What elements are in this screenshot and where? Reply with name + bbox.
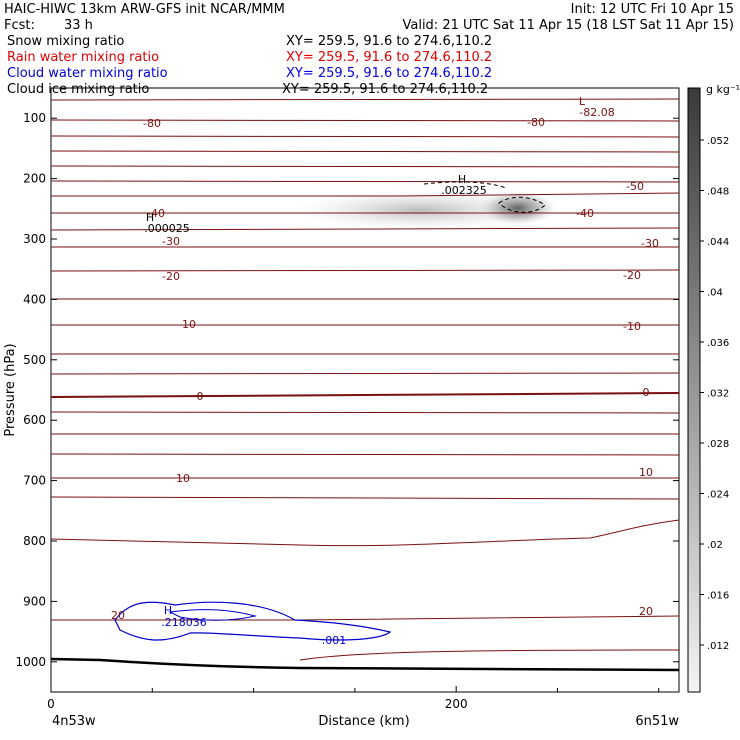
y-tick-label-400: 400	[23, 292, 46, 306]
contour-label-10-right: 10	[639, 466, 653, 479]
field-name-cloud-ice: Cloud ice mixing ratio	[7, 82, 149, 97]
field-name-rain: Rain water mixing ratio	[7, 50, 159, 65]
x-tick-label-0: 0	[47, 697, 55, 711]
contour-label-minus20-left: -20	[162, 270, 180, 283]
temperature-contours	[51, 98, 679, 661]
terrain-surface	[51, 657, 679, 672]
ice-high-marker: H	[458, 173, 466, 186]
y-axis-label: Pressure (hPa)	[3, 343, 18, 436]
colorbar-tick-label: .04	[707, 288, 723, 299]
contour-label-minus10-right: -10	[623, 320, 641, 333]
contour-label-minus20-right: -20	[623, 269, 641, 282]
contour-label-20-right: 20	[639, 605, 653, 618]
field-legend: Snow mixing ratio XY= 259.5, 91.6 to 274…	[7, 34, 492, 97]
contour-label-10-left: 10	[176, 472, 190, 485]
low-value: -82.08	[579, 106, 614, 119]
figure-title: HAIC-HIWC 13km ARW-GFS init NCAR/MMM	[4, 2, 285, 17]
field-xy-rain: XY= 259.5, 91.6 to 274.6,110.2	[286, 50, 492, 65]
x-axis-right-endpoint: 6n51w	[635, 714, 679, 729]
contour-label-minus40-right: -40	[576, 207, 594, 220]
valid-time: Valid: 21 UTC Sat 11 Apr 15 (18 LST Sat …	[402, 18, 734, 33]
x-axis-label: Distance (km)	[318, 714, 409, 729]
y-tick-label-500: 500	[23, 353, 46, 367]
contour-label-minus80-left: -80	[143, 117, 161, 130]
header: HAIC-HIWC 13km ARW-GFS init NCAR/MMM Ini…	[4, 2, 734, 33]
cloud-water-contour-label: .001	[322, 634, 347, 647]
low-marker: L	[579, 95, 586, 108]
contour-label-minus50: -50	[626, 180, 644, 193]
field-name-cloud-water: Cloud water mixing ratio	[7, 66, 168, 81]
init-time: Init: 12 UTC Fri 10 Apr 15	[571, 2, 734, 17]
contour-label-0-right: 0	[643, 386, 650, 399]
cloud-water-contour-inner	[168, 609, 257, 621]
colorbar-tick-label: .052	[707, 136, 729, 147]
y-tick-label-200: 200	[23, 172, 46, 186]
colorbar-ramp	[687, 87, 701, 693]
y-tick-label-100: 100	[23, 111, 46, 125]
colorbar-tick-label: .036	[707, 338, 729, 349]
colorbar-ticks: .012 .016 .02 .024 .028 .032 .036 .04 .044 .048 .0…	[700, 136, 729, 652]
colorbar-unit: g kg⁻¹	[706, 83, 740, 96]
cloud-ice-shading-broad	[295, 190, 545, 230]
plot-area	[51, 98, 679, 672]
y-tick-label-600: 600	[23, 413, 46, 427]
colorbar-tick-label: .016	[707, 591, 729, 602]
cloud-water-high-value: .218036	[161, 616, 207, 629]
y-tick-label-800: 800	[23, 534, 46, 548]
colorbar-tick-label: .048	[707, 187, 729, 198]
ice-high-marker-left: H	[146, 211, 154, 224]
contour-label-minus10-left: -10	[178, 318, 196, 331]
field-xy-cloud-water: XY= 259.5, 91.6 to 274.6,110.2	[286, 66, 492, 81]
cloud-water-contour	[114, 601, 392, 641]
contour-label-minus30-left: -30	[162, 235, 180, 248]
forecast-label: Fcst:	[4, 18, 35, 33]
forecast-hours: 33 h	[64, 18, 93, 33]
contour-label-minus30-right: -30	[641, 237, 659, 250]
contour-label-0-left: 0	[197, 390, 204, 403]
plot-frame	[50, 87, 680, 693]
contour-label-20-left: 20	[111, 609, 125, 622]
x-axis: 0 200	[47, 686, 660, 711]
cloud-water-high-marker: H	[164, 604, 172, 617]
y-tick-label-300: 300	[23, 232, 46, 246]
y-tick-label-700: 700	[23, 474, 46, 488]
contour-label-minus40-left: -40	[147, 207, 165, 220]
colorbar-tick-label: .012	[707, 641, 729, 652]
y-tick-label-1000: 1000	[15, 655, 46, 669]
ice-high-value-left: .000025	[144, 222, 190, 235]
colorbar-tick-label: .032	[707, 389, 729, 400]
contour-label-minus80-right: -80	[527, 116, 545, 129]
extrema-labels: L -82.08 H .002325 H .000025 H .218036 .…	[144, 95, 614, 647]
field-name-snow: Snow mixing ratio	[7, 34, 124, 49]
field-xy-snow: XY= 259.5, 91.6 to 274.6,110.2	[286, 34, 492, 49]
zero-degree-contour	[51, 392, 679, 398]
x-axis-left-endpoint: 4n53w	[52, 714, 96, 729]
colorbar-tick-label: .024	[707, 490, 729, 501]
colorbar: g kg⁻¹ .012 .016 .02 .024 .028 .032 .036 .04 .04…	[687, 83, 740, 693]
cloud-ice-contour	[423, 181, 507, 189]
field-xy-cloud-ice: XY= 259.5, 91.6 to 274.6,110.2	[282, 82, 488, 97]
ice-high-value: .002325	[441, 184, 487, 197]
temperature-contour-label-group: -80 -80 -50 -40 -40 -30 -30 -20 -20 -10 …	[111, 116, 659, 622]
colorbar-tick-label: .028	[707, 439, 729, 450]
x-tick-label-200: 200	[445, 697, 468, 711]
colorbar-tick-label: .02	[707, 540, 723, 551]
colorbar-tick-label: .044	[707, 237, 729, 248]
cloud-ice-shading-core	[480, 191, 556, 225]
y-tick-label-900: 900	[23, 594, 46, 608]
